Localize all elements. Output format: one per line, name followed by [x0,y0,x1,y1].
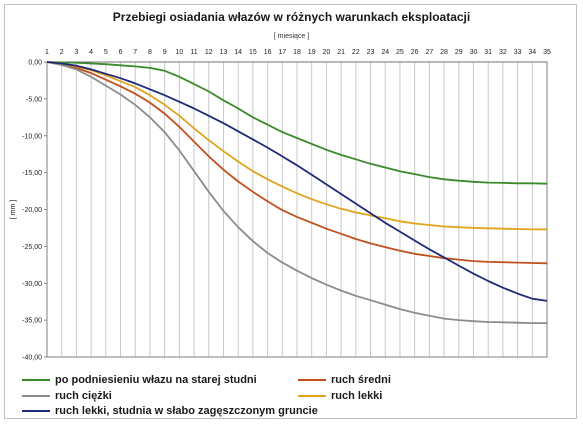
y-tick-label: -5,00 [26,96,42,103]
x-tick-label: 3 [74,49,78,56]
x-tick-label: 12 [205,49,213,56]
x-tick-label: 6 [119,49,123,56]
y-tick-label: -15,00 [22,170,42,177]
legend-label: ruch lekki [331,390,383,402]
x-tick-label: 25 [396,49,404,56]
series-line [46,61,547,325]
legend-item: po podniesieniu włazu na starej studni [22,372,257,388]
y-tick-label: -20,00 [22,207,42,214]
legend-label: po podniesieniu włazu na starej studni [55,374,257,386]
legend-swatch [22,410,50,412]
legend-item: ruch lekki, studnia w słabo zagęszczonym… [22,403,318,419]
x-tick-label: 14 [234,49,242,56]
x-tick-label: 18 [293,49,301,56]
x-tick-label: 31 [484,49,492,56]
y-tick-label: -35,00 [22,318,42,325]
series-line [46,61,547,231]
legend-swatch [298,395,326,397]
x-tick-label: 27 [425,49,433,56]
x-tick-label: 35 [543,49,551,56]
legend-item: ruch średni [298,372,391,388]
x-tick-label: 22 [352,49,360,56]
legend-label: ruch ciężki [55,390,112,402]
legend-label: ruch lekki, studnia w słabo zagęszczonym… [55,405,318,417]
y-tick-label: -25,00 [22,244,42,251]
x-tick-label: 11 [190,49,197,56]
legend-label: ruch średni [331,374,391,386]
x-tick-label: 2 [60,49,64,56]
series-line [46,61,548,265]
x-tick-label: 24 [381,49,389,56]
x-tick-label: 33 [514,49,522,56]
x-tick-label: 19 [308,49,316,56]
x-tick-label: 30 [470,49,478,56]
x-tick-label: 34 [528,49,536,56]
x-tick-label: 10 [175,49,183,56]
series-line [46,61,548,302]
x-tick-label: 1 [45,49,49,56]
y-axis-label: [ mm ] [10,200,17,219]
x-tick-label: 15 [249,49,257,56]
legend-item: ruch ciężki [22,388,112,404]
x-tick-label: 17 [278,49,286,56]
legend-swatch [22,379,50,381]
x-tick-label: 26 [411,49,419,56]
x-tick-label: 4 [89,49,93,56]
x-tick-label: 20 [323,49,331,56]
x-tick-label: 23 [367,49,375,56]
x-tick-label: 32 [499,49,507,56]
x-tick-label: 9 [163,49,167,56]
x-tick-label: 7 [133,49,137,56]
x-axis-label: [ miesiące ] [273,33,310,40]
x-tick-label: 28 [440,49,448,56]
chart-title: Przebiegi osiadania włazów w różnych war… [112,10,471,24]
legend-swatch [22,395,50,397]
x-tick-label: 21 [337,49,345,56]
x-tick-label: 29 [455,49,463,56]
y-tick-label: -30,00 [22,281,42,288]
x-tick-label: 5 [104,49,108,56]
legend-item: ruch lekki [298,388,382,404]
x-tick-label: 13 [220,49,228,56]
y-tick-label: 0,00 [28,60,42,67]
legend-swatch [298,379,326,381]
x-tick-label: 8 [148,49,152,56]
series-line [46,61,548,185]
y-tick-label: -10,00 [22,133,42,140]
x-tick-label: 16 [264,49,272,56]
y-tick-label: -40,00 [22,355,42,362]
